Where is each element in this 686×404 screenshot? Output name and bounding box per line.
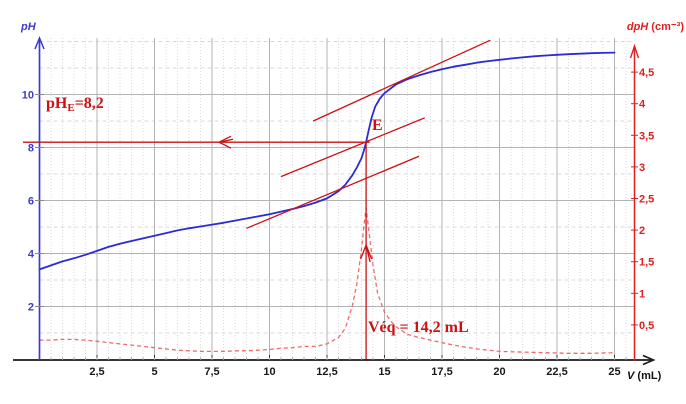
- tangent-line-lower: [246, 155, 420, 229]
- equivalence-guides: [23, 135, 373, 360]
- dph-axis-label: dpH: [626, 21, 649, 33]
- right-axis-arrow-icon: [629, 43, 640, 59]
- phe-value: =8,2: [74, 95, 104, 112]
- x-tick-label: 10: [263, 366, 275, 378]
- x-tick-label: 22,5: [546, 366, 567, 378]
- x-tick-label: 25: [608, 366, 620, 378]
- x-axis-title: V (mL): [627, 370, 661, 382]
- tangent-line-middle: [280, 117, 425, 178]
- right-tick-label: 4: [639, 99, 646, 111]
- equivalence-volume-annotation: Véq = 14,2 mL: [368, 319, 469, 336]
- x-tick-label: 5: [151, 366, 157, 378]
- left-tick-label: 10: [22, 90, 34, 102]
- phe-subscript: E: [67, 102, 75, 114]
- left-axis-title: pH: [21, 21, 36, 33]
- left-tick-label: 8: [28, 143, 34, 155]
- right-tick-label: 3: [639, 162, 645, 174]
- x-tick-label: 12,5: [316, 366, 337, 378]
- left-arrow-icon: [217, 135, 234, 149]
- x-axis-arrow-icon: [642, 354, 656, 366]
- left-tick-label: 4: [28, 249, 35, 261]
- right-tick-label: 1,5: [639, 257, 654, 269]
- volume-axis-label: V: [627, 370, 635, 382]
- right-tick-label: 0,5: [639, 320, 654, 332]
- up-arrow-icon: [359, 243, 373, 263]
- right-tick-label: 3,5: [639, 130, 654, 142]
- equivalence-ph-annotation: pHE=8,2: [46, 95, 104, 114]
- derivative-curve: [39, 207, 615, 354]
- equivalence-point-label: E: [372, 117, 383, 134]
- right-tick-label: 1: [639, 288, 645, 300]
- ph-curve: [38, 51, 616, 271]
- dph-axis-unit: (cm⁻³): [651, 21, 684, 33]
- right-tick-label: 2: [639, 225, 645, 237]
- grid-minor: [39, 38, 635, 357]
- left-tick-label: 6: [28, 196, 34, 208]
- phe-prefix: pH: [46, 95, 68, 112]
- tangent-line-upper: [312, 39, 491, 122]
- x-tick-label: 2,5: [89, 366, 104, 378]
- left-axis-arrow-icon: [34, 36, 45, 50]
- ph-axis-label: pH: [21, 21, 36, 33]
- tick-labels: 2,5 5 7,5 10 12,5 15 17,5 20 22,5 252468100,511,5…: [22, 67, 655, 378]
- volume-axis-unit: (mL): [637, 370, 662, 382]
- right-tick-label: 2,5: [639, 194, 654, 206]
- x-tick-label: 20: [493, 366, 505, 378]
- x-tick-label: 7,5: [204, 366, 219, 378]
- right-tick-label: 4,5: [639, 67, 654, 79]
- tangent-lines: [246, 39, 491, 229]
- right-axis-title: dpH (cm⁻³): [627, 20, 684, 33]
- left-tick-label: 2: [28, 302, 34, 314]
- x-tick-label: 17,5: [431, 366, 452, 378]
- x-tick-label: 15: [378, 366, 390, 378]
